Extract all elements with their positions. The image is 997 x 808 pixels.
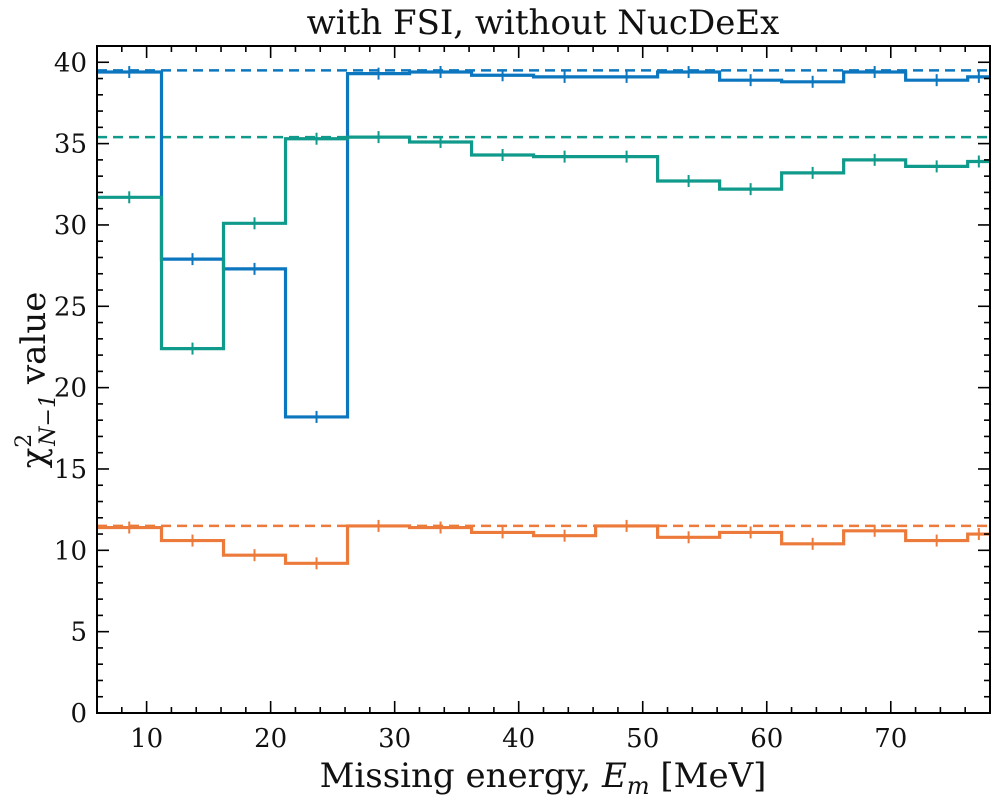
step-line-blue <box>97 70 990 419</box>
plot-frame <box>96 45 991 714</box>
y-tick-label: 40 <box>54 48 87 78</box>
y-tick-label: 15 <box>54 455 87 485</box>
y-tick-label: 20 <box>54 374 87 404</box>
x-axis: 10 20 30 40 50 60 70 <box>96 46 991 754</box>
x-tick-label: 50 <box>626 724 659 754</box>
y-axis: 0 5 10 15 20 25 30 35 40 <box>54 45 990 729</box>
x-tick-label: 20 <box>254 724 287 754</box>
step-line-orange <box>97 524 990 565</box>
reference-lines <box>97 69 990 528</box>
series-teal <box>97 131 990 355</box>
y-tick-label: 35 <box>54 130 87 160</box>
series-layer <box>97 66 990 570</box>
x-tick-label: 40 <box>502 724 535 754</box>
series-orange <box>97 519 990 570</box>
x-axis-title: Missing energy, Em [MeV] <box>320 756 767 800</box>
x-tick-label: 60 <box>750 724 783 754</box>
x-tick-label: 70 <box>874 724 907 754</box>
y-tick-label: 30 <box>54 211 87 241</box>
y-tick-label: 25 <box>54 292 87 322</box>
x-tick-label: 30 <box>378 724 411 754</box>
y-axis-title: χ2N−1value <box>12 292 61 469</box>
y-tick-label: 0 <box>70 699 87 729</box>
y-tick-label: 10 <box>54 536 87 566</box>
y-tick-label: 5 <box>70 618 87 648</box>
chart-title: with FSI, without NucDeEx <box>307 3 780 43</box>
x-tick-label: 10 <box>130 724 163 754</box>
step-line-teal <box>97 135 990 351</box>
series-blue <box>97 66 990 423</box>
